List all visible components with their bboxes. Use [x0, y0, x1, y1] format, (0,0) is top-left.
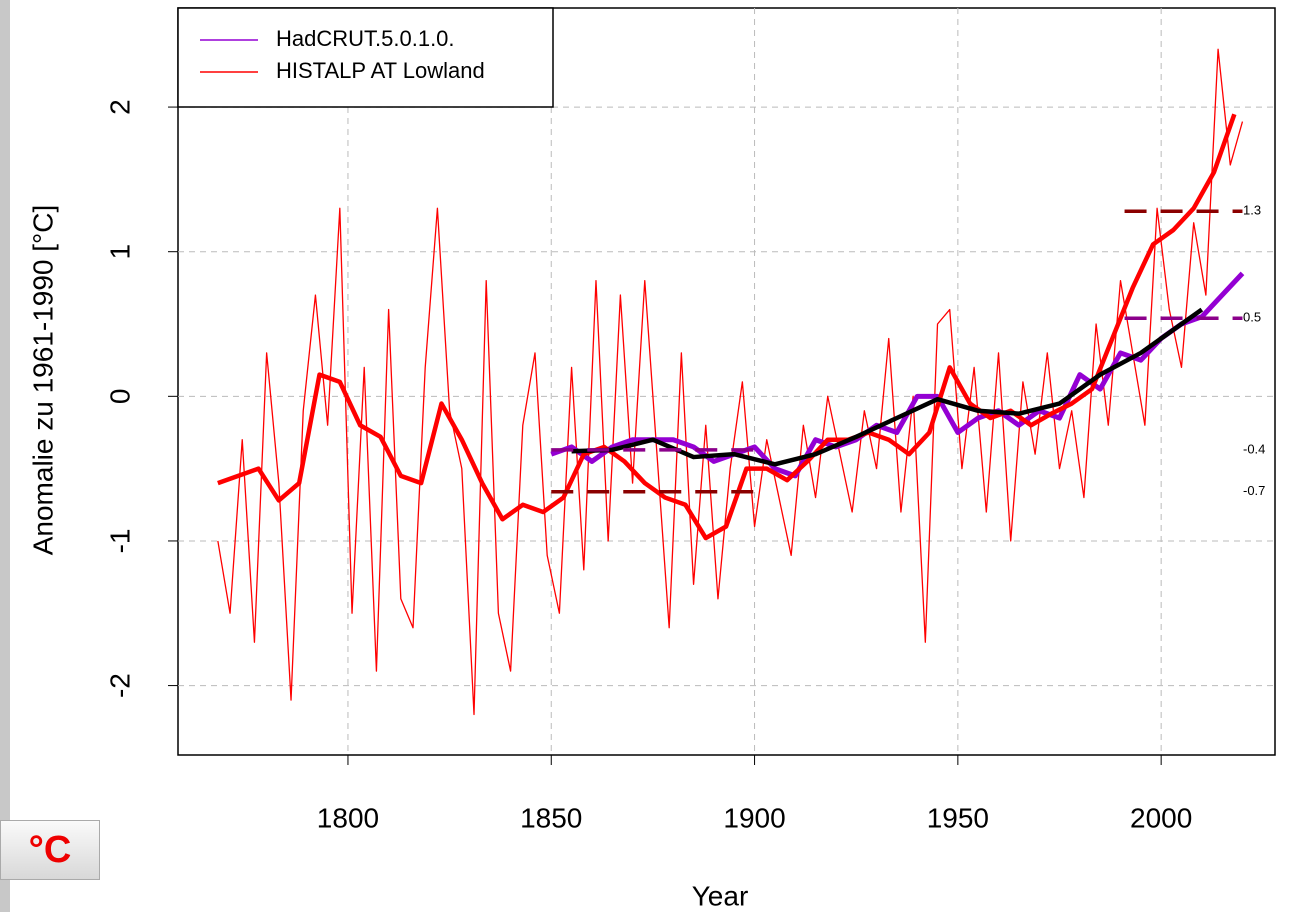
reference-label: 0.5	[1243, 310, 1261, 325]
legend-label: HISTALP AT Lowland	[276, 58, 485, 83]
y-axis-label: Anomalie zu 1961-1990 [°C]	[27, 205, 58, 556]
y-tick-label: 2	[104, 99, 135, 115]
annual-line	[550, 271, 1245, 479]
legend-label: HadCRUT.5.0.1.0.	[276, 26, 455, 51]
y-tick-label: -2	[104, 673, 135, 698]
plot-frame	[177, 7, 1276, 756]
legend-box	[177, 7, 554, 108]
y-tick-label: 1	[104, 244, 135, 260]
x-tick-label: 1900	[723, 802, 785, 833]
window-edge	[0, 0, 10, 912]
x-tick-label: 2000	[1130, 802, 1192, 833]
x-axis-label: Year	[692, 880, 749, 911]
reference-label: -0.7	[1243, 483, 1265, 498]
y-tick-label: 0	[104, 389, 135, 405]
annual-line	[217, 48, 1244, 716]
smoothed-line	[217, 113, 1237, 541]
reference-label: 1.3	[1243, 203, 1261, 218]
y-tick-label: -1	[104, 528, 135, 553]
x-tick-label: 1850	[520, 802, 582, 833]
reference-label: -0.4	[1243, 441, 1265, 456]
x-tick-label: 1950	[927, 802, 989, 833]
unit-button[interactable]: °C	[0, 820, 100, 880]
x-tick-label: 1800	[317, 802, 379, 833]
